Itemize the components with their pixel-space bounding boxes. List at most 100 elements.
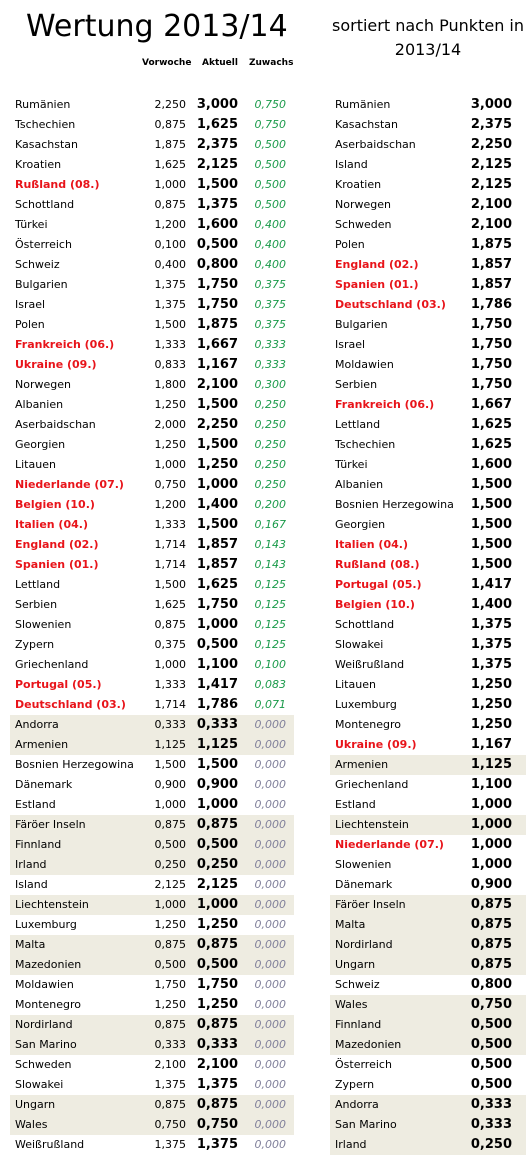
country-name: England (02.): [335, 258, 419, 271]
table-row: Rußland (08.) 1,000 1,500 0,500: [10, 175, 294, 195]
zuwachs-value: 0,200: [254, 498, 287, 511]
vorwoche-value: 2,000: [154, 418, 187, 431]
country-name: Albanien: [335, 478, 384, 491]
country-name: Belgien (10.): [15, 498, 95, 511]
table-row: Georgien 1,500: [330, 515, 526, 535]
table-row: Weißrußland 1,375 1,375 0,000: [10, 1135, 294, 1155]
aktuell-value: 1,875: [196, 317, 238, 332]
aktuell-value: 2,100: [196, 1057, 238, 1072]
zuwachs-value: 0,250: [254, 398, 287, 411]
points-value: 2,250: [470, 137, 512, 152]
table-row: Wales 0,750 0,750 0,000: [10, 1115, 294, 1135]
country-name: Polen: [335, 238, 365, 251]
aktuell-value: 0,800: [196, 257, 238, 272]
aktuell-value: 1,100: [196, 657, 238, 672]
points-value: 0,875: [470, 937, 512, 952]
vorwoche-value: 1,500: [154, 318, 187, 331]
vorwoche-value: 1,000: [154, 178, 187, 191]
country-name: Slowakei: [335, 638, 384, 651]
points-value: 0,875: [470, 917, 512, 932]
aktuell-value: 2,125: [196, 157, 238, 172]
vorwoche-value: 1,625: [154, 158, 187, 171]
aktuell-value: 0,500: [196, 837, 238, 852]
country-name: Lettland: [335, 418, 381, 431]
vorwoche-value: 2,125: [154, 878, 187, 891]
points-value: 0,800: [470, 977, 512, 992]
points-value: 0,500: [470, 1077, 512, 1092]
country-name: Estland: [15, 798, 56, 811]
country-name: Mazedonien: [15, 958, 82, 971]
table-row: Dänemark 0,900 0,900 0,000: [10, 775, 294, 795]
country-name: Island: [335, 158, 368, 171]
points-value: 2,125: [470, 177, 512, 192]
aktuell-value: 1,625: [196, 577, 238, 592]
vorwoche-value: 0,750: [154, 1118, 187, 1131]
zuwachs-value: 0,100: [254, 658, 287, 671]
table-row: Island 2,125: [330, 155, 526, 175]
country-name: Georgien: [335, 518, 386, 531]
table-row: Türkei 1,600: [330, 455, 526, 475]
table-row: Armenien 1,125 1,125 0,000: [10, 735, 294, 755]
table-row: Wales 0,750: [330, 995, 526, 1015]
aktuell-value: 1,375: [196, 1077, 238, 1092]
table-row: Spanien (01.) 1,714 1,857 0,143: [10, 555, 294, 575]
table-row: Mazedonien 0,500 0,500 0,000: [10, 955, 294, 975]
aktuell-value: 3,000: [196, 97, 238, 112]
table-row: Litauen 1,250: [330, 675, 526, 695]
zuwachs-value: 0,500: [254, 198, 287, 211]
table-row: Weißrußland 1,375: [330, 655, 526, 675]
points-value: 0,875: [470, 897, 512, 912]
points-value: 1,500: [470, 517, 512, 532]
country-name: Färöer Inseln: [335, 898, 406, 911]
country-name: Österreich: [15, 238, 72, 251]
table-row: Slowenien 1,000: [330, 855, 526, 875]
table-row: Italien (04.) 1,333 1,500 0,167: [10, 515, 294, 535]
points-value: 0,250: [470, 1137, 512, 1152]
vorwoche-value: 1,250: [154, 438, 187, 451]
aktuell-value: 1,250: [196, 917, 238, 932]
country-name: Armenien: [335, 758, 389, 771]
table-row: Kroatien 1,625 2,125 0,500: [10, 155, 294, 175]
table-row: Aserbaidschan 2,250: [330, 135, 526, 155]
zuwachs-value: 0,143: [254, 558, 287, 571]
table-row: Serbien 1,750: [330, 375, 526, 395]
country-name: Italien (04.): [335, 538, 408, 551]
vorwoche-value: 1,125: [154, 738, 187, 751]
zuwachs-value: 0,333: [254, 338, 287, 351]
aktuell-value: 1,500: [196, 437, 238, 452]
table-row: Spanien (01.) 1,857: [330, 275, 526, 295]
country-name: Litauen: [15, 458, 56, 471]
aktuell-value: 2,250: [196, 417, 238, 432]
country-name: Zypern: [15, 638, 55, 651]
points-value: 1,250: [470, 697, 512, 712]
aktuell-value: 1,500: [196, 757, 238, 772]
aktuell-value: 0,875: [196, 817, 238, 832]
aktuell-value: 1,500: [196, 397, 238, 412]
points-value: 1,500: [470, 477, 512, 492]
table-row: Mazedonien 0,500: [330, 1035, 526, 1055]
points-value: 0,333: [470, 1117, 512, 1132]
points-value: 2,125: [470, 157, 512, 172]
aktuell-value: 1,250: [196, 997, 238, 1012]
country-name: England (02.): [15, 538, 99, 551]
vorwoche-value: 1,000: [154, 658, 187, 671]
zuwachs-value: 0,300: [254, 378, 287, 391]
country-name: Andorra: [15, 718, 59, 731]
aktuell-value: 0,333: [196, 1037, 238, 1052]
country-name: Schottland: [335, 618, 395, 631]
country-name: Luxemburg: [335, 698, 397, 711]
table-row: Liechtenstein 1,000: [330, 815, 526, 835]
vorwoche-value: 1,250: [154, 918, 187, 931]
table-row: Israel 1,375 1,750 0,375: [10, 295, 294, 315]
table-row: Kasachstan 1,875 2,375 0,500: [10, 135, 294, 155]
aktuell-value: 0,750: [196, 1117, 238, 1132]
country-name: Dänemark: [335, 878, 393, 891]
zuwachs-value: 0,250: [254, 438, 287, 451]
points-value: 1,400: [470, 597, 512, 612]
zuwachs-value: 0,000: [254, 1098, 287, 1111]
aktuell-value: 0,875: [196, 1017, 238, 1032]
country-name: Rumänien: [15, 98, 71, 111]
country-name: Slowenien: [335, 858, 392, 871]
aktuell-value: 1,857: [196, 537, 238, 552]
table-row: Finnland 0,500 0,500 0,000: [10, 835, 294, 855]
